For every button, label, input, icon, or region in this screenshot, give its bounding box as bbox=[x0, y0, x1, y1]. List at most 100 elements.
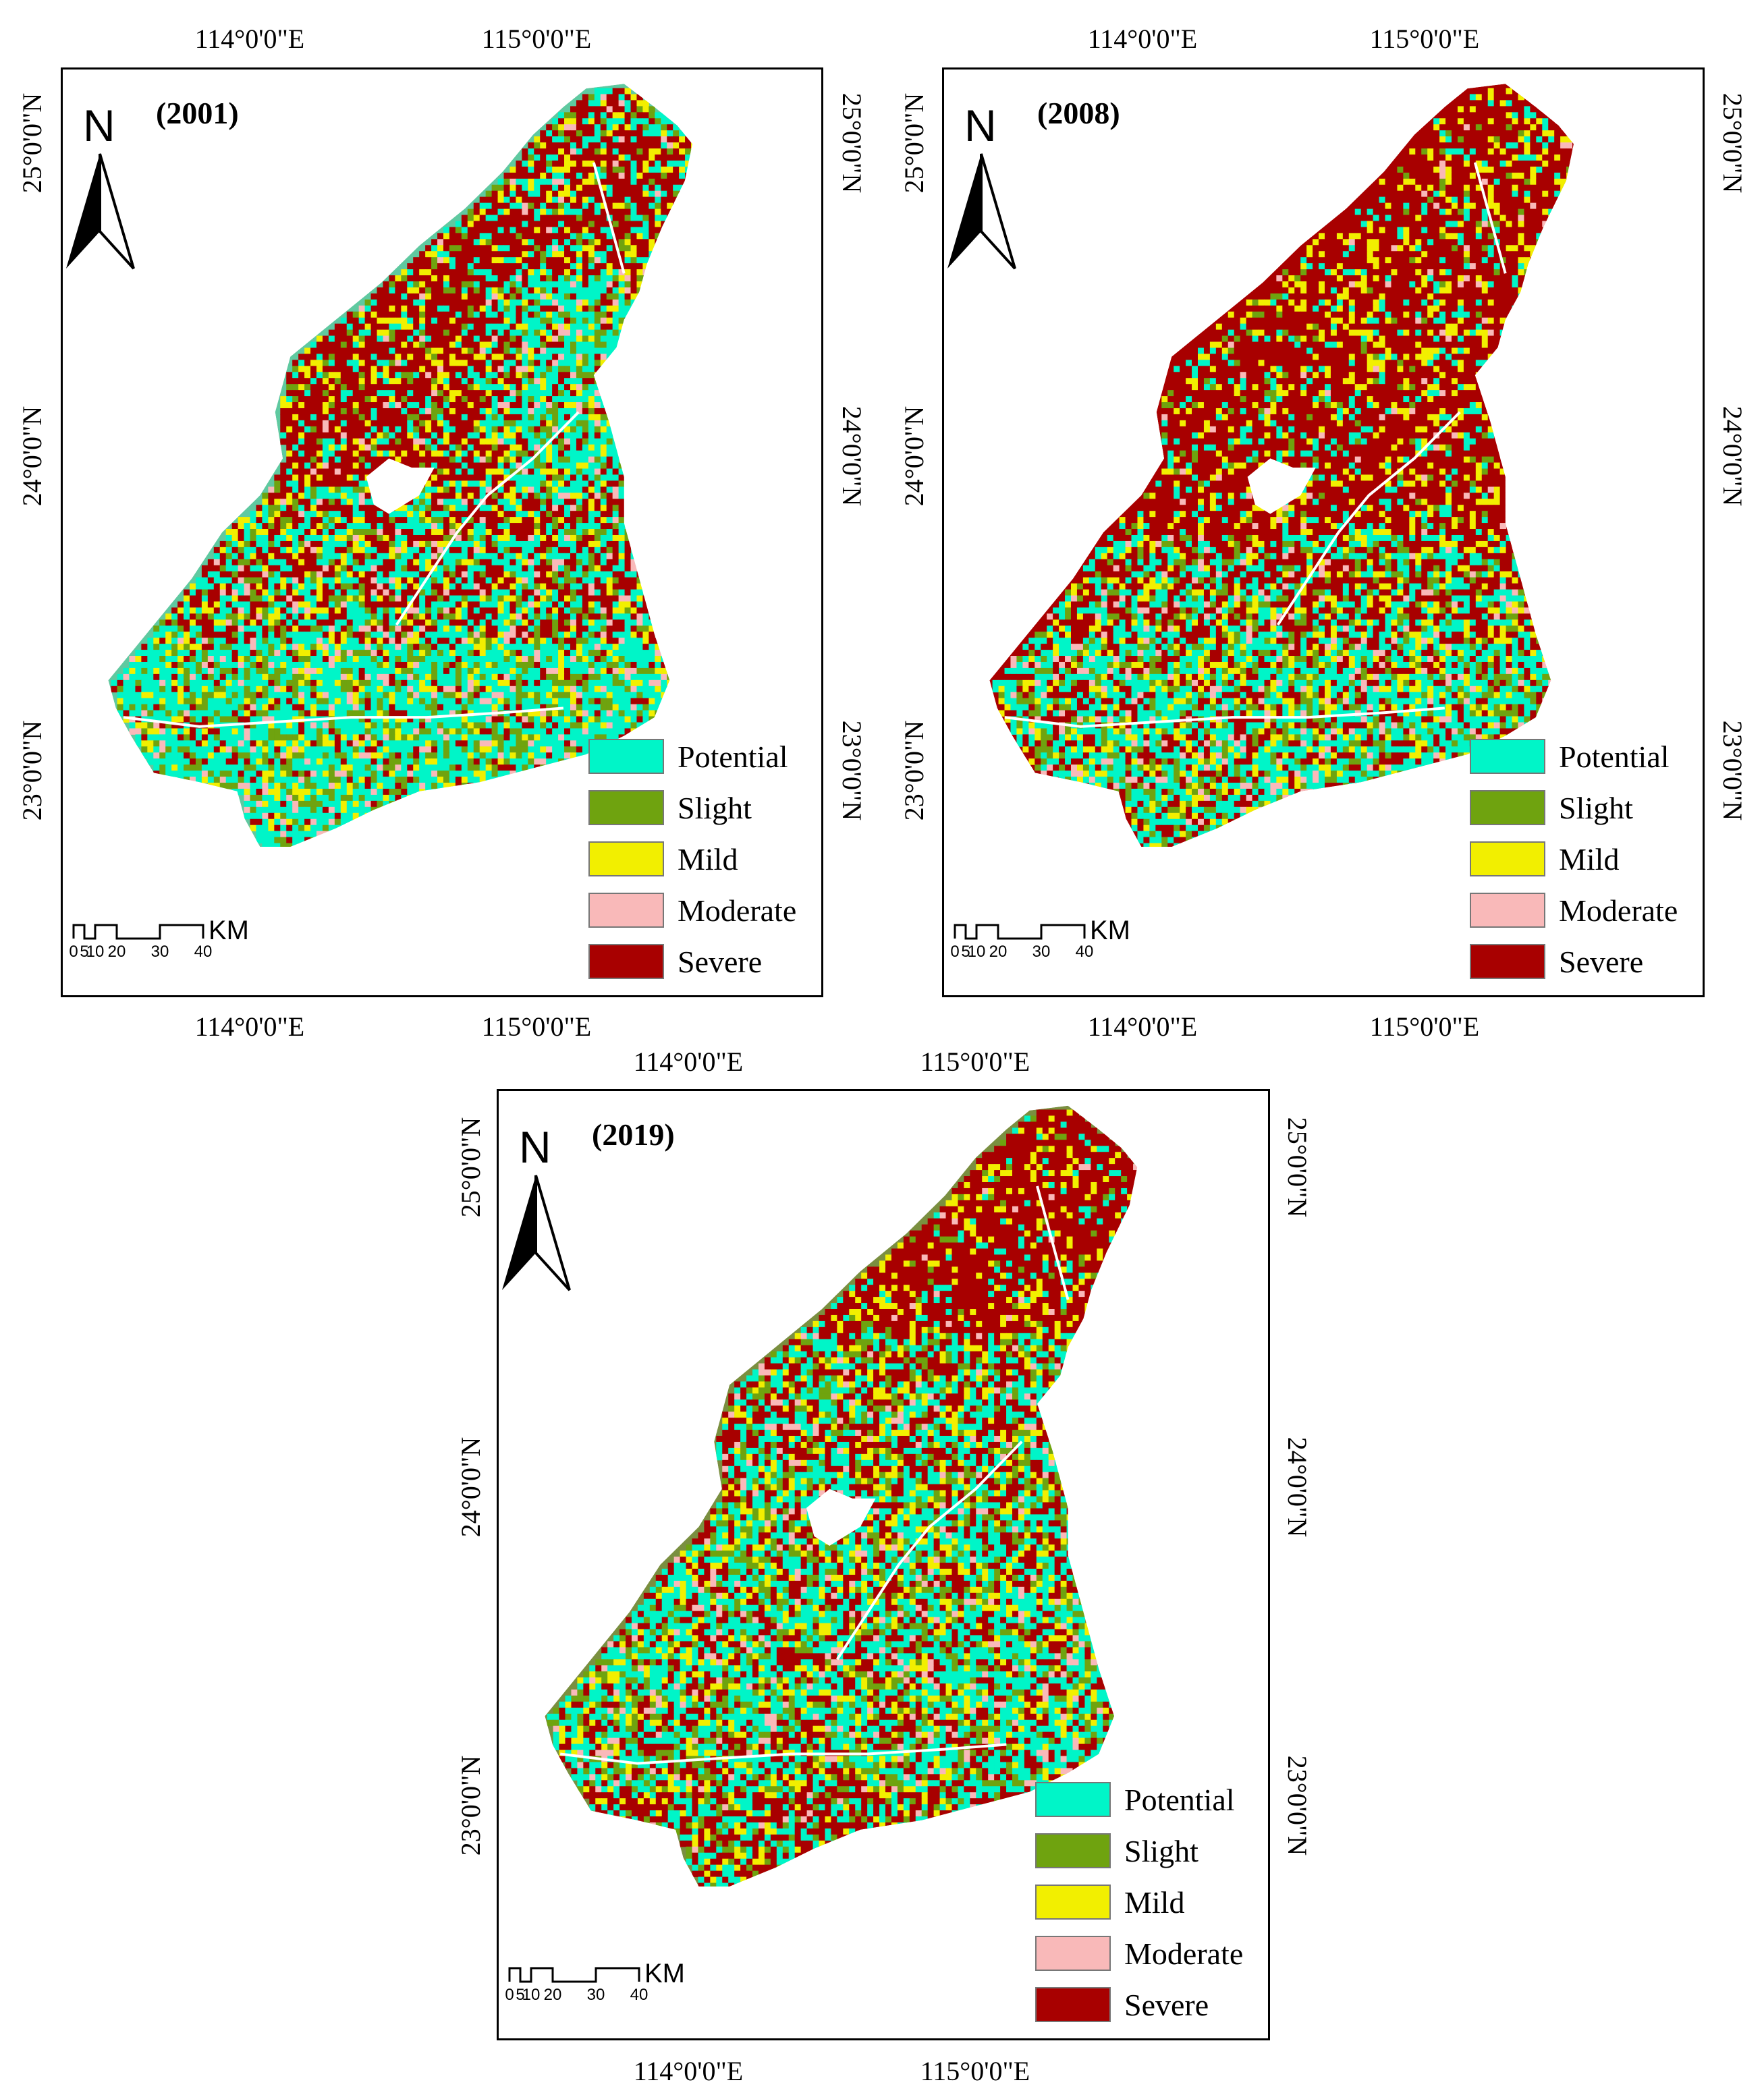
legend-item-moderate: Moderate bbox=[1470, 893, 1699, 930]
map-panel-2008: 114°0'0"E 115°0'0"E (2008) N Potential Sli… bbox=[882, 0, 1764, 1040]
scale-bar-graphic bbox=[954, 924, 1086, 940]
river-line bbox=[1276, 411, 1461, 626]
north-letter: N bbox=[964, 103, 997, 148]
north-arrow-icon bbox=[502, 1175, 571, 1291]
lon-label-114-top: 114°0'0"E bbox=[195, 26, 304, 53]
north-arrow: N bbox=[499, 1125, 573, 1300]
legend-label-slight: Slight bbox=[678, 793, 752, 824]
legend-item-moderate: Moderate bbox=[1035, 1936, 1265, 1974]
scale-bar: 0 5 10 20 30 40 KM bbox=[69, 916, 260, 967]
lat-label-23-left: 23°0'0"N bbox=[899, 721, 929, 820]
map-panel-2019: 114°0'0"E 115°0'0"E (2019) N Potential Sli… bbox=[439, 1019, 1329, 2092]
basin-raster-2019 bbox=[545, 1105, 1138, 1887]
legend-swatch-potential bbox=[1470, 739, 1545, 774]
lat-label-24-left: 24°0'0"N bbox=[17, 406, 47, 506]
north-letter: N bbox=[519, 1125, 551, 1169]
map-year-2001: (2001) bbox=[156, 95, 239, 131]
lat-label-23-right: 23°0'0"N bbox=[837, 721, 867, 820]
lat-label-25-right: 25°0'0"N bbox=[837, 93, 867, 193]
north-arrow: N bbox=[944, 103, 1018, 279]
scale-tick-label: 20 bbox=[544, 1986, 562, 2005]
map-year-2019: (2019) bbox=[592, 1117, 675, 1152]
lon-label-114-bottom: 114°0'0"E bbox=[634, 2058, 743, 2085]
north-arrow-icon bbox=[947, 153, 1016, 270]
river-line bbox=[559, 1743, 1007, 1765]
reservoir bbox=[1247, 458, 1316, 514]
legend: Potential Slight Mild Moderate Severe bbox=[1470, 739, 1699, 988]
map-frame-2019: (2019) N Potential Slight Mild Moderate Sever… bbox=[497, 1089, 1270, 2040]
legend-item-slight: Slight bbox=[588, 790, 818, 828]
legend-label-slight: Slight bbox=[1559, 793, 1633, 824]
legend-label-potential: Potential bbox=[1559, 742, 1670, 773]
scale-tick-label: 5 bbox=[516, 1986, 524, 2005]
legend-item-mild: Mild bbox=[588, 841, 818, 879]
basin-raster-2001 bbox=[108, 84, 692, 847]
legend-item-severe: Severe bbox=[1035, 1987, 1265, 2025]
legend-swatch-potential bbox=[588, 739, 664, 774]
scale-tick-label: 10 bbox=[968, 943, 986, 961]
scale-unit: KM bbox=[1090, 916, 1130, 946]
map-year-2008: (2008) bbox=[1037, 95, 1120, 131]
legend-swatch-severe bbox=[588, 944, 664, 979]
raster-cells bbox=[108, 84, 692, 847]
legend-label-mild: Mild bbox=[1559, 844, 1619, 875]
lat-label-24-left: 24°0'0"N bbox=[456, 1437, 486, 1537]
legend-label-potential: Potential bbox=[1124, 1785, 1235, 1816]
legend-label-moderate: Moderate bbox=[1124, 1938, 1243, 1970]
map-frame-2008: (2008) N Potential Slight Mild Moderate Sever… bbox=[942, 67, 1705, 997]
scale-tick-label: 10 bbox=[522, 1986, 541, 2005]
lat-label-25-left: 25°0'0"N bbox=[17, 93, 47, 193]
reservoir bbox=[366, 458, 435, 514]
scale-tick-label: 10 bbox=[86, 943, 105, 961]
legend-item-mild: Mild bbox=[1035, 1885, 1265, 1922]
map-panel-2001: 114°0'0"E 115°0'0"E (2001) N Potential Sli… bbox=[0, 0, 884, 1040]
scale-tick-label: 0 bbox=[950, 943, 959, 961]
river-line bbox=[835, 1441, 1023, 1661]
legend-label-severe: Severe bbox=[678, 947, 762, 978]
lon-label-114-bottom: 114°0'0"E bbox=[195, 1013, 304, 1040]
lon-label-115-top: 115°0'0"E bbox=[1370, 26, 1479, 53]
legend-swatch-slight bbox=[1470, 790, 1545, 825]
legend-item-slight: Slight bbox=[1470, 790, 1699, 828]
lon-label-114-bottom: 114°0'0"E bbox=[1088, 1013, 1197, 1040]
legend-swatch-mild bbox=[588, 841, 664, 876]
lat-label-24-right: 24°0'0"N bbox=[837, 406, 867, 506]
legend-label-mild: Mild bbox=[1124, 1887, 1184, 1918]
scale-bar: 0 5 10 20 30 40 KM bbox=[505, 1959, 696, 2010]
scale-tick-label: 30 bbox=[587, 1986, 605, 2005]
legend-label-slight: Slight bbox=[1124, 1836, 1198, 1867]
scale-tick-label: 5 bbox=[961, 943, 970, 961]
scale-tick-label: 30 bbox=[1032, 943, 1051, 961]
scale-tick-label: 0 bbox=[69, 943, 78, 961]
north-letter: N bbox=[83, 103, 115, 148]
lon-label-115-top: 115°0'0"E bbox=[920, 1049, 1030, 1076]
lat-label-25-left: 25°0'0"N bbox=[899, 93, 929, 193]
legend-swatch-mild bbox=[1470, 841, 1545, 876]
lat-label-23-right: 23°0'0"N bbox=[1717, 721, 1748, 820]
legend-label-severe: Severe bbox=[1559, 947, 1643, 978]
lat-label-24-right: 24°0'0"N bbox=[1282, 1437, 1313, 1537]
scale-tick-label: 20 bbox=[989, 943, 1008, 961]
lat-label-24-left: 24°0'0"N bbox=[899, 406, 929, 506]
river-line bbox=[123, 706, 563, 728]
legend-swatch-moderate bbox=[1035, 1936, 1111, 1971]
lon-label-114-top: 114°0'0"E bbox=[1088, 26, 1197, 53]
river-line bbox=[1036, 1185, 1070, 1300]
scale-bar-graphic bbox=[72, 924, 204, 940]
legend-item-slight: Slight bbox=[1035, 1833, 1265, 1871]
legend-item-potential: Potential bbox=[1470, 739, 1699, 777]
lon-label-115-bottom: 115°0'0"E bbox=[920, 2058, 1030, 2085]
lon-label-115-bottom: 115°0'0"E bbox=[1370, 1013, 1479, 1040]
legend: Potential Slight Mild Moderate Severe bbox=[588, 739, 818, 988]
legend-swatch-mild bbox=[1035, 1885, 1111, 1920]
legend-swatch-severe bbox=[1035, 1987, 1111, 2022]
legend-label-moderate: Moderate bbox=[1559, 895, 1678, 926]
lat-label-25-right: 25°0'0"N bbox=[1717, 93, 1748, 193]
scale-unit: KM bbox=[209, 916, 249, 946]
legend-item-severe: Severe bbox=[1470, 944, 1699, 982]
legend-item-potential: Potential bbox=[588, 739, 818, 777]
legend-item-severe: Severe bbox=[588, 944, 818, 982]
river-line bbox=[395, 411, 580, 626]
lat-label-23-right: 23°0'0"N bbox=[1282, 1756, 1313, 1855]
scale-unit: KM bbox=[644, 1959, 685, 1989]
